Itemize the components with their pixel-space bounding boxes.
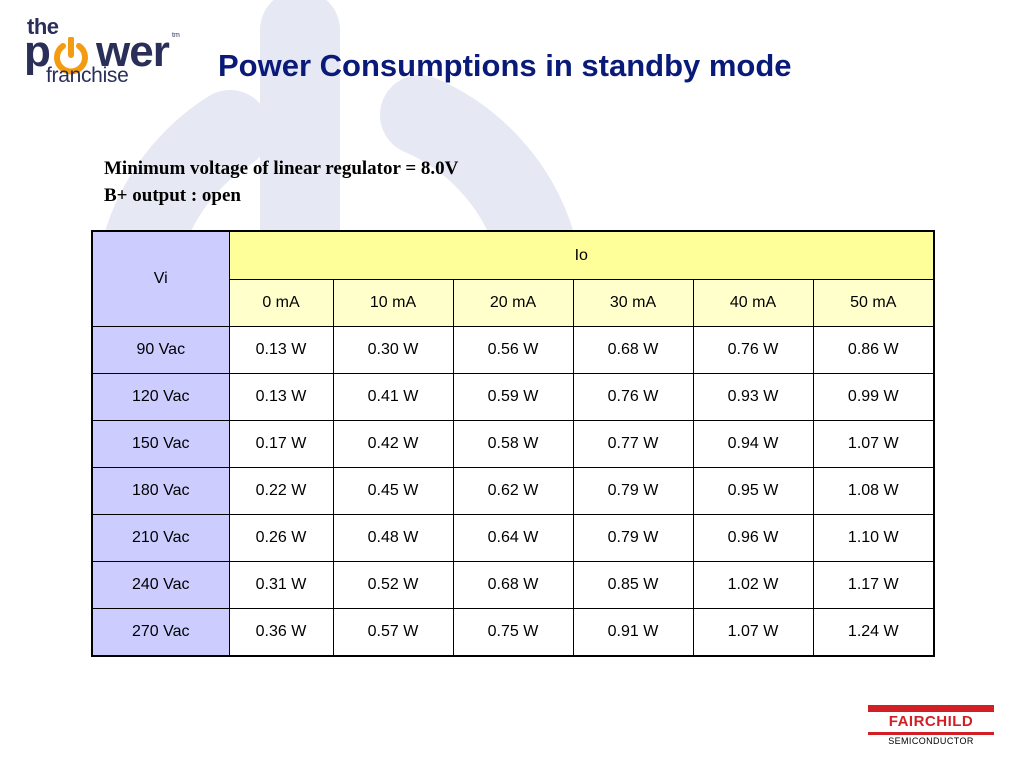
power-cell: 0.36 W bbox=[228, 608, 334, 657]
logo-text-franchise: franchise bbox=[46, 64, 129, 87]
header-vi: Vi bbox=[91, 230, 230, 327]
logo-bar-bottom bbox=[868, 732, 994, 735]
power-cell: 0.22 W bbox=[228, 467, 334, 515]
header-current: 40 mA bbox=[692, 279, 814, 327]
power-cell: 0.57 W bbox=[332, 608, 454, 657]
row-voltage-label: 270 Vac bbox=[91, 608, 230, 657]
note-output: B+ output : open bbox=[104, 185, 241, 206]
power-franchise-logo: the p wer tm franchise bbox=[22, 14, 192, 90]
note-min-voltage: Minimum voltage of linear regulator = 8.… bbox=[104, 158, 459, 179]
power-cell: 1.24 W bbox=[812, 608, 935, 657]
power-cell: 0.77 W bbox=[572, 420, 694, 468]
power-cell: 0.30 W bbox=[332, 326, 454, 374]
power-cell: 0.79 W bbox=[572, 514, 694, 562]
power-cell: 1.02 W bbox=[692, 561, 814, 609]
power-cell: 0.62 W bbox=[452, 467, 574, 515]
row-voltage-label: 150 Vac bbox=[91, 420, 230, 468]
power-cell: 0.99 W bbox=[812, 373, 935, 421]
power-cell: 0.96 W bbox=[692, 514, 814, 562]
table-row: 150 Vac 0.17 W 0.42 W 0.58 W 0.77 W 0.94 W 1.0… bbox=[91, 420, 935, 468]
power-cell: 0.13 W bbox=[228, 373, 334, 421]
header-current: 30 mA bbox=[572, 279, 694, 327]
power-cell: 0.13 W bbox=[228, 326, 334, 374]
power-cell: 0.59 W bbox=[452, 373, 574, 421]
header-current: 20 mA bbox=[452, 279, 574, 327]
power-cell: 0.45 W bbox=[332, 467, 454, 515]
power-cell: 0.26 W bbox=[228, 514, 334, 562]
power-cell: 0.91 W bbox=[572, 608, 694, 657]
header-current: 50 mA bbox=[812, 279, 935, 327]
power-cell: 1.07 W bbox=[692, 608, 814, 657]
table-row: 270 Vac 0.36 W 0.57 W 0.75 W 0.91 W 1.07 W 1.2… bbox=[91, 608, 935, 657]
power-cell: 0.42 W bbox=[332, 420, 454, 468]
fairchild-logo: FAIRCHILD SEMICONDUCTOR bbox=[868, 705, 996, 747]
power-cell: 1.08 W bbox=[812, 467, 935, 515]
row-voltage-label: 240 Vac bbox=[91, 561, 230, 609]
logo-bar-top bbox=[868, 705, 994, 712]
power-cell: 0.68 W bbox=[452, 561, 574, 609]
table-row: 120 Vac 0.13 W 0.41 W 0.59 W 0.76 W 0.93 W 0.9… bbox=[91, 373, 935, 421]
table-row: 210 Vac 0.26 W 0.48 W 0.64 W 0.79 W 0.96 W 1.1… bbox=[91, 514, 935, 562]
header-current: 0 mA bbox=[228, 279, 334, 327]
power-cell: 0.94 W bbox=[692, 420, 814, 468]
power-cell: 1.07 W bbox=[812, 420, 935, 468]
power-cell: 0.76 W bbox=[692, 326, 814, 374]
power-cell: 0.52 W bbox=[332, 561, 454, 609]
power-cell: 0.68 W bbox=[572, 326, 694, 374]
table-row: 180 Vac 0.22 W 0.45 W 0.62 W 0.79 W 0.95 W 1.0… bbox=[91, 467, 935, 515]
power-cell: 0.93 W bbox=[692, 373, 814, 421]
power-cell: 0.85 W bbox=[572, 561, 694, 609]
power-cell: 0.17 W bbox=[228, 420, 334, 468]
power-cell: 0.86 W bbox=[812, 326, 935, 374]
logo-text-wer: wer bbox=[96, 27, 170, 76]
table-row: 240 Vac 0.31 W 0.52 W 0.68 W 0.85 W 1.02 W 1.1… bbox=[91, 561, 935, 609]
power-cell: 0.75 W bbox=[452, 608, 574, 657]
row-voltage-label: 180 Vac bbox=[91, 467, 230, 515]
power-cell: 0.41 W bbox=[332, 373, 454, 421]
power-cell: 0.58 W bbox=[452, 420, 574, 468]
power-cell: 0.31 W bbox=[228, 561, 334, 609]
power-button-icon bbox=[54, 37, 88, 75]
fairchild-name: FAIRCHILD bbox=[888, 713, 974, 730]
logo-text-p: p bbox=[24, 27, 51, 76]
row-voltage-label: 120 Vac bbox=[91, 373, 230, 421]
row-voltage-label: 210 Vac bbox=[91, 514, 230, 562]
header-current: 10 mA bbox=[332, 279, 454, 327]
power-cell: 1.17 W bbox=[812, 561, 935, 609]
fairchild-subtitle: SEMICONDUCTOR bbox=[888, 736, 974, 746]
header-io: Io bbox=[228, 230, 935, 280]
power-cell: 0.76 W bbox=[572, 373, 694, 421]
row-voltage-label: 90 Vac bbox=[91, 326, 230, 374]
power-cell: 1.10 W bbox=[812, 514, 935, 562]
table-row: 90 Vac 0.13 W 0.30 W 0.56 W 0.68 W 0.76 W 0.86… bbox=[91, 326, 935, 374]
power-consumption-table: Vi Io 0 mA 10 mA 20 mA 30 mA 40 mA 50 mA 90 V… bbox=[91, 230, 936, 657]
power-cell: 0.95 W bbox=[692, 467, 814, 515]
power-cell: 0.56 W bbox=[452, 326, 574, 374]
power-cell: 0.48 W bbox=[332, 514, 454, 562]
logo-trademark: tm bbox=[172, 32, 180, 39]
power-cell: 0.79 W bbox=[572, 467, 694, 515]
slide-title: Power Consumptions in standby mode bbox=[218, 48, 792, 83]
logo-text-the: the bbox=[27, 14, 59, 39]
power-cell: 0.64 W bbox=[452, 514, 574, 562]
